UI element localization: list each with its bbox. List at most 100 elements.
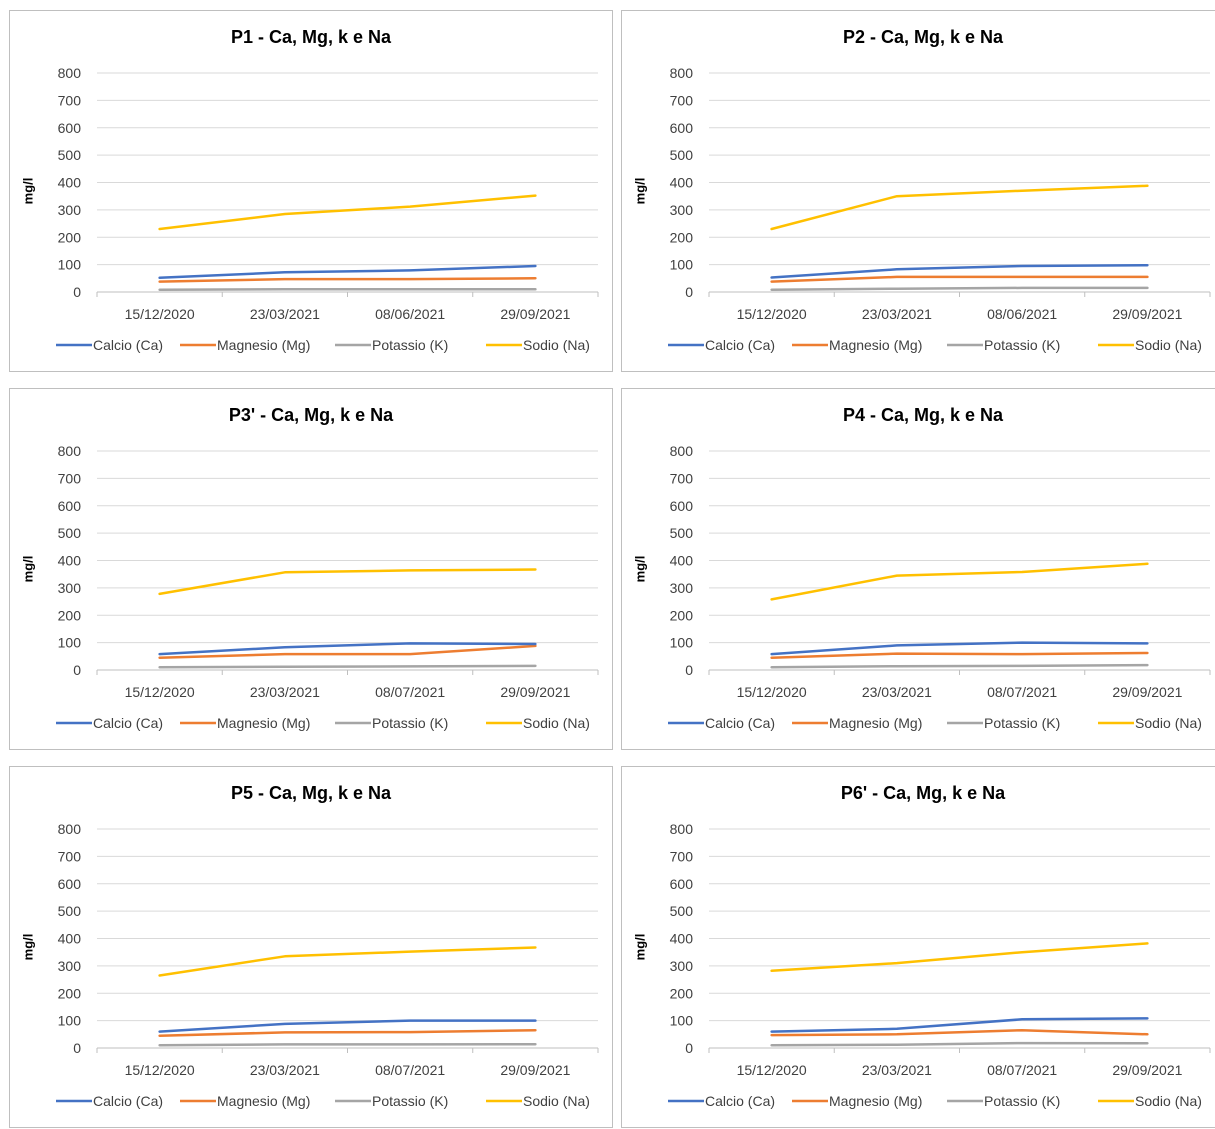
chart-title: P1 - Ca, Mg, k e Na (230, 27, 392, 47)
series-line (770, 641, 1149, 656)
y-tick-label: 0 (73, 1040, 81, 1056)
legend-label: Magnesio (Mg) (829, 1093, 922, 1109)
x-tick-label: 29/09/2021 (1112, 1062, 1182, 1078)
series-line (770, 562, 1149, 601)
chart-panel-p1: P1 - Ca, Mg, k e Na mg/l 0 100 200 300 400 50… (9, 10, 613, 372)
x-tick-label: 23/03/2021 (250, 306, 320, 322)
series-line (158, 1042, 537, 1047)
series-line (158, 264, 537, 280)
x-tick-label: 15/12/2020 (737, 684, 807, 700)
y-tick-label: 0 (685, 1040, 693, 1056)
y-tick-label: 800 (670, 65, 694, 81)
chart-panel-p3: P3' - Ca, Mg, k e Na mg/l 0 100 200 300 400 5… (9, 388, 613, 750)
x-tick-label: 15/12/2020 (737, 306, 807, 322)
y-tick-label: 300 (58, 202, 82, 218)
y-tick-label: 400 (58, 553, 82, 569)
y-tick-label: 0 (685, 662, 693, 678)
series-line (770, 1028, 1149, 1037)
series-line (158, 946, 537, 977)
series-line (770, 651, 1149, 659)
y-tick-label: 700 (670, 92, 694, 108)
x-tick-label: 08/07/2021 (987, 684, 1057, 700)
y-tick-label: 600 (58, 876, 82, 892)
x-tick-label: 23/03/2021 (250, 684, 320, 700)
y-tick-label: 700 (670, 848, 694, 864)
y-tick-label: 800 (670, 443, 694, 459)
y-tick-label: 400 (670, 931, 694, 947)
chart-panel-p5: P5 - Ca, Mg, k e Na mg/l 0 100 200 300 400 50… (9, 766, 613, 1128)
x-tick-label: 15/12/2020 (125, 684, 195, 700)
chart-plot: 0 100 200 300 400 500 600 700 800 15/12/2020 23/03… (668, 65, 1211, 353)
legend-label: Sodio (Na) (1135, 715, 1202, 731)
y-tick-label: 700 (58, 848, 82, 864)
chart-title: P2 - Ca, Mg, k e Na (842, 27, 1004, 47)
legend-label: Sodio (Na) (523, 715, 590, 731)
x-tick-label: 29/09/2021 (500, 684, 570, 700)
x-tick-label: 29/09/2021 (500, 1062, 570, 1078)
series-line (770, 286, 1149, 292)
legend-label: Magnesio (Mg) (829, 337, 922, 353)
x-tick-label: 15/12/2020 (737, 1062, 807, 1078)
y-tick-label: 600 (670, 876, 694, 892)
y-tick-label: 600 (58, 120, 82, 136)
y-tick-label: 300 (670, 202, 694, 218)
y-tick-label: 700 (58, 92, 82, 108)
legend-label: Sodio (Na) (1135, 1093, 1202, 1109)
series-line (158, 642, 537, 656)
chart-title: P4 - Ca, Mg, k e Na (842, 405, 1004, 425)
y-tick-label: 100 (670, 635, 694, 651)
series-line (158, 644, 537, 659)
y-tick-label: 100 (58, 635, 82, 651)
y-tick-label: 200 (58, 607, 82, 623)
y-tick-label: 300 (670, 958, 694, 974)
y-tick-label: 500 (58, 147, 82, 163)
x-tick-label: 23/03/2021 (862, 1062, 932, 1078)
y-tick-label: 100 (670, 1013, 694, 1029)
y-tick-label: 100 (58, 257, 82, 273)
series-line (770, 1041, 1149, 1047)
chart-plot: 0 100 200 300 400 500 600 700 800 15/12/2020 23/03… (56, 65, 599, 353)
chart-title: P5 - Ca, Mg, k e Na (230, 783, 392, 803)
y-tick-label: 400 (58, 175, 82, 191)
x-tick-label: 08/06/2021 (375, 306, 445, 322)
y-tick-label: 500 (58, 525, 82, 541)
y-tick-label: 600 (58, 498, 82, 514)
series-line (158, 288, 537, 292)
series-line (158, 1019, 537, 1033)
y-tick-label: 400 (58, 931, 82, 947)
y-tick-label: 500 (670, 903, 694, 919)
y-tick-label: 200 (58, 985, 82, 1001)
legend-label: Calcio (Ca) (705, 337, 775, 353)
legend-label: Potassio (K) (372, 1093, 448, 1109)
legend-label: Potassio (K) (372, 337, 448, 353)
x-tick-label: 29/09/2021 (500, 306, 570, 322)
x-tick-label: 23/03/2021 (250, 1062, 320, 1078)
x-tick-label: 23/03/2021 (862, 306, 932, 322)
chart-plot: 0 100 200 300 400 500 600 700 800 15/12/2020 23/03… (56, 443, 599, 731)
series-line (158, 194, 537, 231)
y-tick-label: 200 (670, 607, 694, 623)
x-tick-label: 08/07/2021 (375, 1062, 445, 1078)
legend-label: Sodio (Na) (1135, 337, 1202, 353)
x-tick-label: 15/12/2020 (125, 1062, 195, 1078)
x-tick-label: 29/09/2021 (1112, 306, 1182, 322)
y-tick-label: 800 (58, 65, 82, 81)
y-tick-label: 400 (670, 553, 694, 569)
legend-label: Calcio (Ca) (93, 1093, 163, 1109)
x-tick-label: 23/03/2021 (862, 684, 932, 700)
series-line (158, 277, 537, 283)
series-line (770, 1017, 1149, 1033)
series-line (770, 942, 1149, 973)
y-tick-label: 800 (670, 821, 694, 837)
y-tick-label: 0 (685, 284, 693, 300)
y-tick-label: 600 (670, 120, 694, 136)
y-tick-label: 500 (670, 525, 694, 541)
legend-label: Calcio (Ca) (705, 715, 775, 731)
series-line (770, 263, 1149, 279)
y-tick-label: 500 (58, 903, 82, 919)
y-tick-label: 800 (58, 821, 82, 837)
chart-plot: 0 100 200 300 400 500 600 700 800 15/12/2020 23/03… (668, 443, 1211, 731)
y-tick-label: 800 (58, 443, 82, 459)
legend-label: Magnesio (Mg) (829, 715, 922, 731)
